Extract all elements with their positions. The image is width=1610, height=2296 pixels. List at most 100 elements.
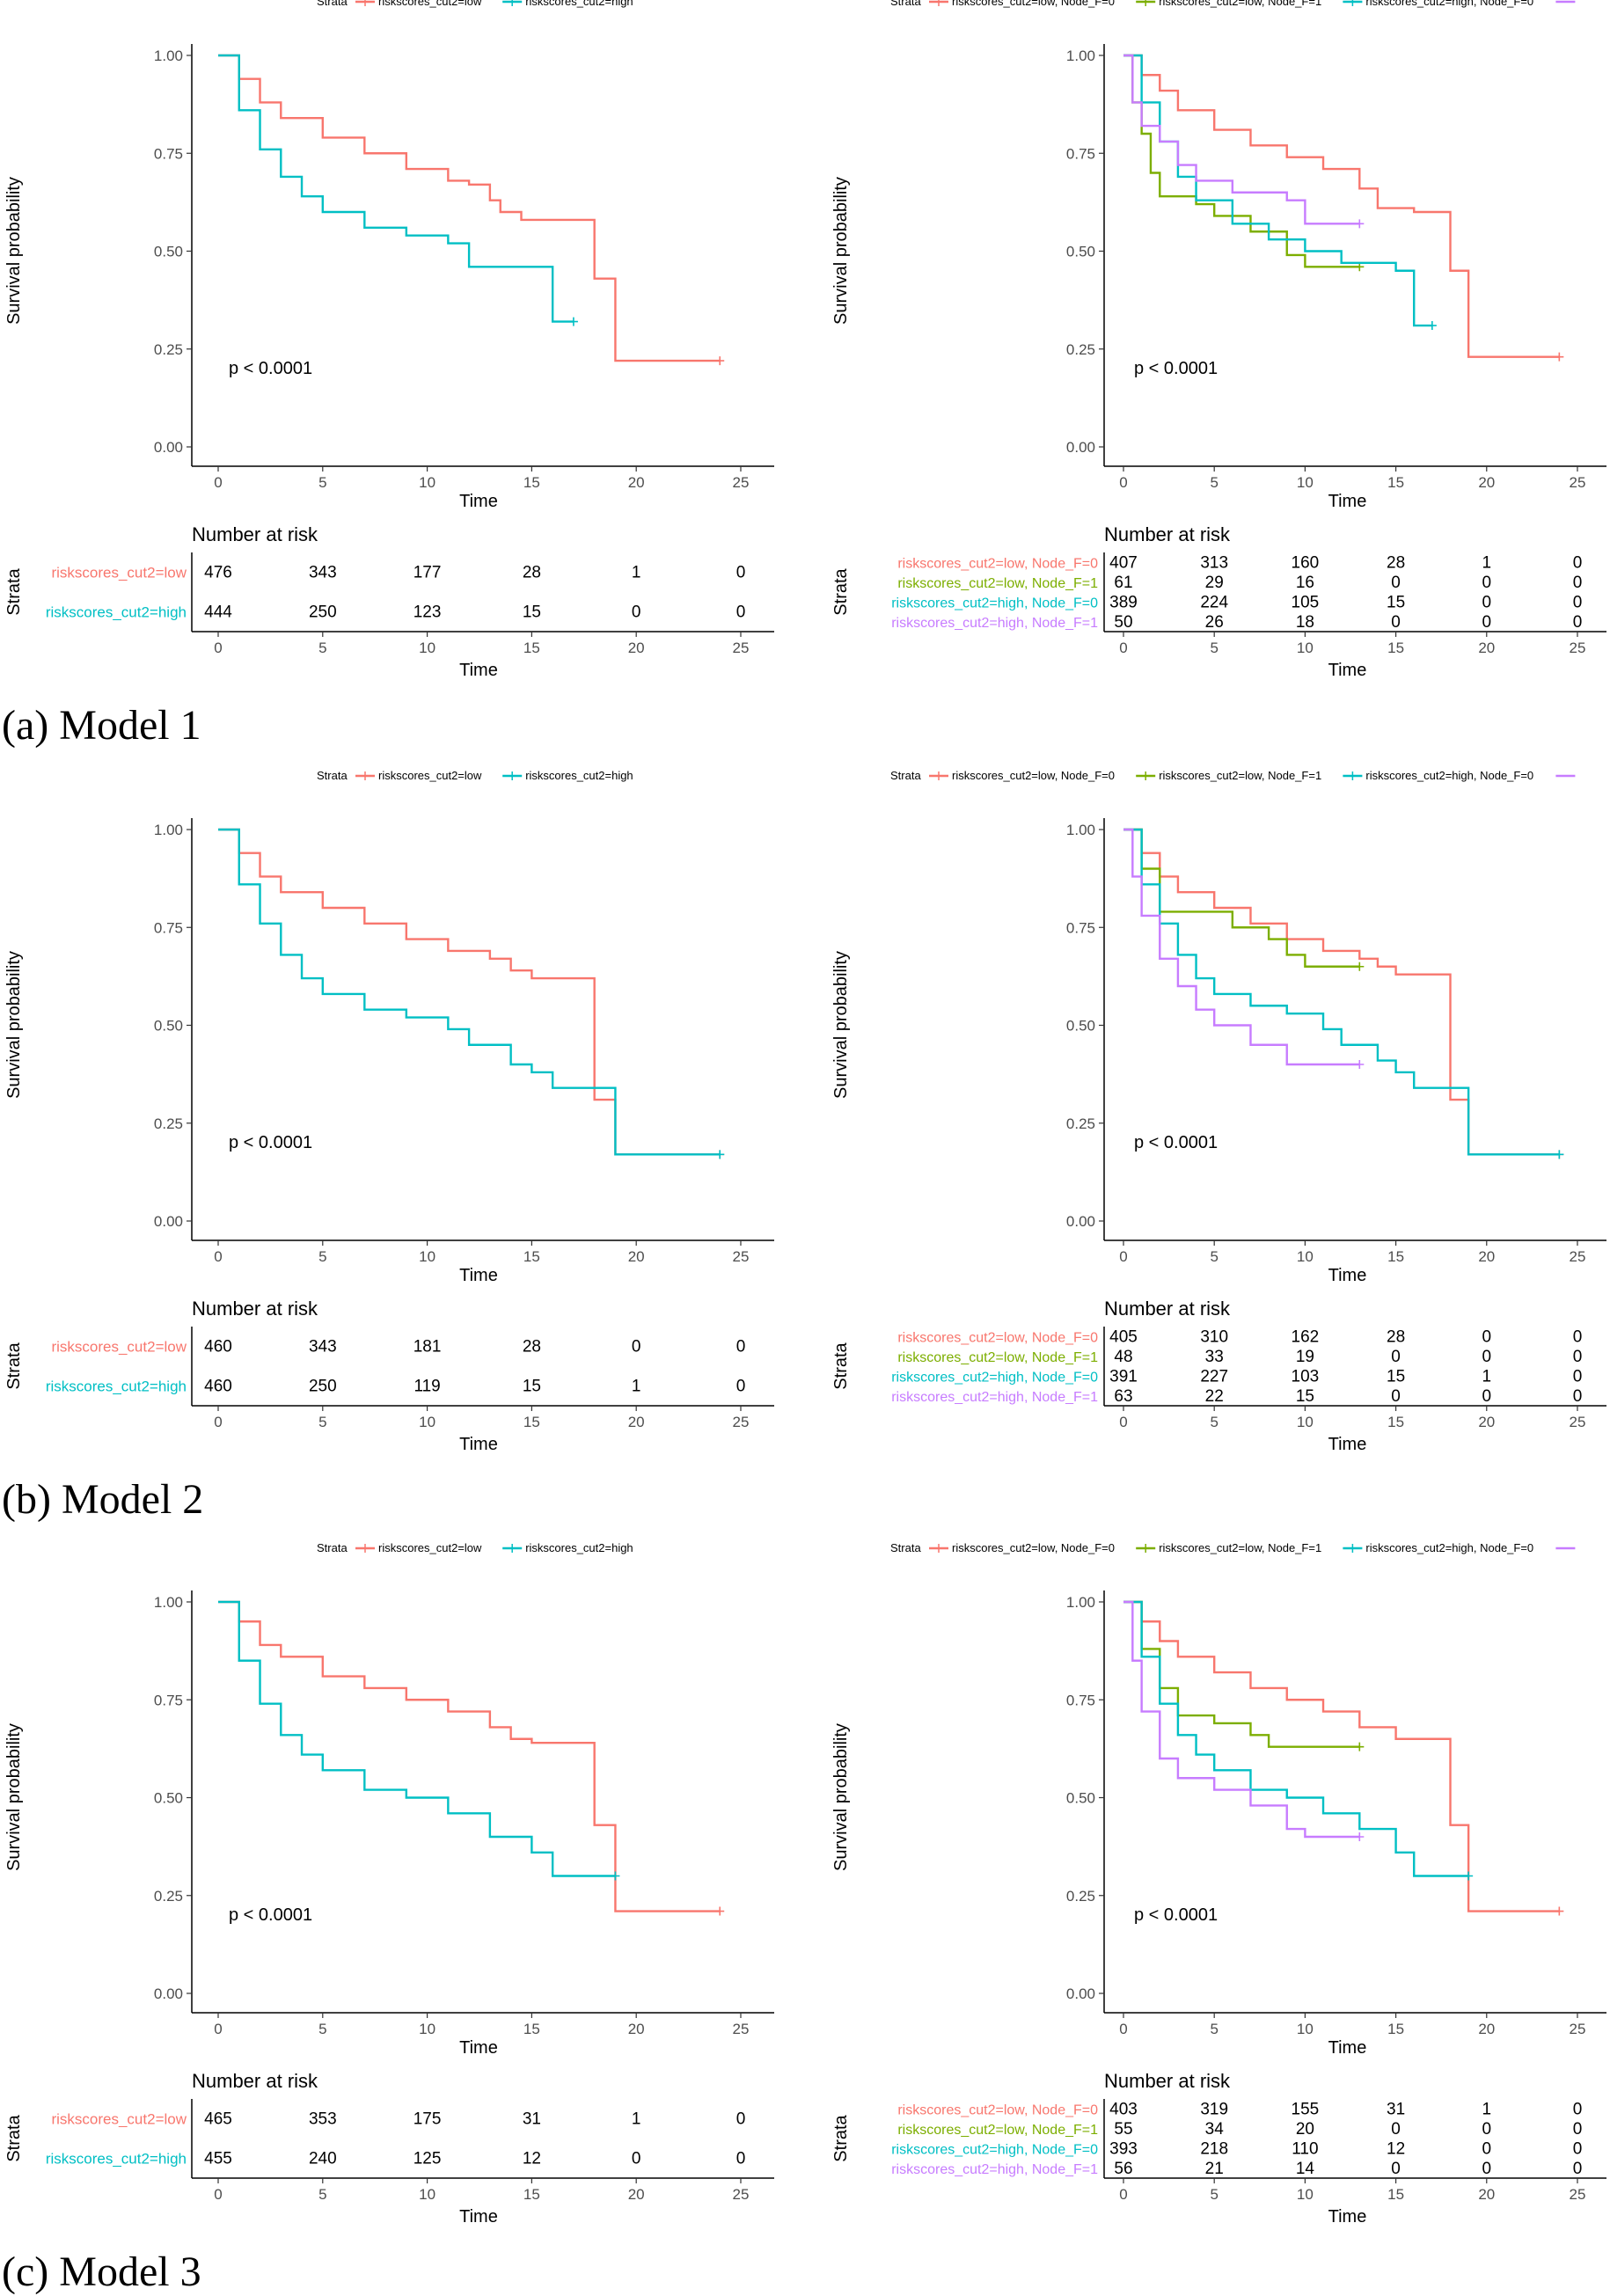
p-value: p < 0.0001 <box>1134 359 1218 378</box>
p-value: p < 0.0001 <box>1134 1905 1218 1925</box>
risk-cell: 0 <box>1391 613 1401 632</box>
risk-row-label: riskscores_cut2=high, Node_F=1 <box>891 616 1098 631</box>
legend: Strata riskscores_cut2=low, Node_F=0 risks… <box>890 769 1576 782</box>
strata-label: Strata <box>4 1342 24 1389</box>
risk-row-label: riskscores_cut2=low, Node_F=1 <box>897 576 1098 591</box>
y-tick-label: 0.75 <box>1066 145 1095 162</box>
y-tick-label: 0.00 <box>1066 439 1095 456</box>
risk-cell: 250 <box>309 603 337 622</box>
x-tick-label: 0 <box>1119 1414 1127 1430</box>
risk-cell: 0 <box>1573 2160 1583 2178</box>
x-tick-label: 0 <box>1119 2021 1127 2037</box>
strata-label: Strata <box>4 567 24 615</box>
risk-cell: 444 <box>204 603 232 622</box>
censor-mark <box>1355 1060 1365 1069</box>
risk-cell: 313 <box>1200 553 1228 572</box>
survival-curve-red <box>218 54 721 362</box>
risk-cell: 0 <box>1391 574 1401 592</box>
y-tick-label: 0.25 <box>1066 1115 1095 1132</box>
x-tick-label: 0 <box>214 640 222 656</box>
x-tick-label: 20 <box>1478 2021 1495 2037</box>
censor-mark <box>1355 962 1365 971</box>
risk-row-label: riskscores_cut2=low, Node_F=0 <box>897 2102 1098 2117</box>
x-tick-label: 15 <box>1387 640 1404 656</box>
risk-row-label: riskscores_cut2=high, Node_F=0 <box>891 1370 1098 1385</box>
risk-cell: 0 <box>632 603 641 622</box>
risk-cell: 0 <box>1573 1387 1583 1406</box>
survival-curve-green <box>1123 1600 1360 1748</box>
risk-cell: 155 <box>1292 2100 1320 2118</box>
x-axis-label: Time <box>459 661 498 680</box>
risk-cell: 31 <box>523 2110 541 2129</box>
x-tick-label: 25 <box>1570 1248 1586 1265</box>
legend-label: riskscores_cut2=low <box>378 0 482 8</box>
risk-cell: 1 <box>1482 1367 1491 1386</box>
risk-cell: 20 <box>1296 2120 1314 2139</box>
legend-label: riskscores_cut2=low <box>378 1541 482 1554</box>
y-tick-label: 1.00 <box>154 1594 183 1611</box>
censor-mark <box>1355 1832 1365 1841</box>
x-tick-label: 15 <box>523 2021 540 2037</box>
risk-cell: 0 <box>736 2150 746 2168</box>
risk-cell: 22 <box>1205 1387 1224 1406</box>
censor-mark <box>715 1906 725 1916</box>
x-tick-label: 15 <box>523 1248 540 1265</box>
x-axis-label: Time <box>459 492 498 511</box>
risk-cell: 0 <box>736 1338 746 1356</box>
risk-cell: 160 <box>1292 553 1320 572</box>
risk-cell: 353 <box>309 2110 337 2129</box>
risk-cell: 103 <box>1292 1367 1320 1386</box>
p-value: p < 0.0001 <box>229 1905 312 1925</box>
risk-cell: 319 <box>1200 2100 1228 2118</box>
x-tick-label: 0 <box>1119 640 1127 656</box>
km-plot-c-left: 1.00 0.75 0.50 0.25 0.00 0 5 10 15 20 25 Time Surviv… <box>4 1541 774 2058</box>
legend-title: Strata <box>890 1541 921 1554</box>
x-axis-label: Time <box>1328 2038 1367 2058</box>
x-tick-label: 5 <box>1210 640 1218 656</box>
risk-cell: 12 <box>523 2150 541 2168</box>
x-tick-label: 10 <box>419 640 435 656</box>
risk-cell: 0 <box>736 603 746 622</box>
risk-cell: 0 <box>1573 1367 1583 1386</box>
x-tick-label: 5 <box>318 2021 326 2037</box>
risk-table-title: Number at risk <box>1104 523 1231 545</box>
y-tick-label: 0.25 <box>1066 1888 1095 1905</box>
risk-cell: 18 <box>1296 613 1314 632</box>
risk-cell: 0 <box>1482 593 1491 611</box>
risk-cell: 476 <box>204 564 232 582</box>
risk-cell: 405 <box>1109 1327 1138 1346</box>
x-tick-label: 25 <box>1570 474 1586 491</box>
risk-cell: 0 <box>1391 2120 1401 2139</box>
risk-cell: 48 <box>1114 1348 1132 1366</box>
x-axis-label: Time <box>459 2207 498 2227</box>
risk-cell: 105 <box>1292 593 1320 611</box>
risk-row-label: riskscores_cut2=high, Node_F=1 <box>891 2162 1098 2177</box>
x-tick-label: 15 <box>1387 1248 1404 1265</box>
risk-row-label: riskscores_cut2=low <box>51 2111 187 2128</box>
y-tick-label: 0.00 <box>154 439 183 456</box>
risk-cell: 28 <box>523 1338 541 1356</box>
risk-cell: 0 <box>1391 1348 1401 1366</box>
x-tick-label: 0 <box>214 2021 222 2037</box>
panel-caption: (c) Model 3 <box>2 2248 201 2295</box>
risk-cell: 224 <box>1200 593 1228 611</box>
risk-cell: 403 <box>1109 2100 1138 2118</box>
risk-cell: 0 <box>1573 1348 1583 1366</box>
x-tick-label: 25 <box>1570 2186 1586 2203</box>
risk-cell: 119 <box>413 1378 440 1396</box>
risk-cell: 56 <box>1114 2160 1132 2178</box>
risk-cell: 0 <box>1482 1387 1491 1406</box>
risk-row-label: riskscores_cut2=high, Node_F=0 <box>891 2142 1098 2157</box>
risk-cell: 19 <box>1296 1348 1314 1366</box>
y-tick-label: 0.50 <box>1066 1790 1095 1807</box>
risk-cell: 50 <box>1114 613 1132 632</box>
risk-row-label: riskscores_cut2=high, Node_F=1 <box>891 1390 1098 1405</box>
risk-cell: 33 <box>1205 1348 1224 1366</box>
x-tick-label: 25 <box>733 2021 750 2037</box>
risk-cell: 14 <box>1296 2160 1315 2178</box>
risk-row-label: riskscores_cut2=high <box>46 2151 187 2168</box>
x-tick-label: 20 <box>628 1414 645 1430</box>
y-tick-label: 0.75 <box>1066 919 1095 936</box>
x-tick-label: 0 <box>214 474 222 491</box>
